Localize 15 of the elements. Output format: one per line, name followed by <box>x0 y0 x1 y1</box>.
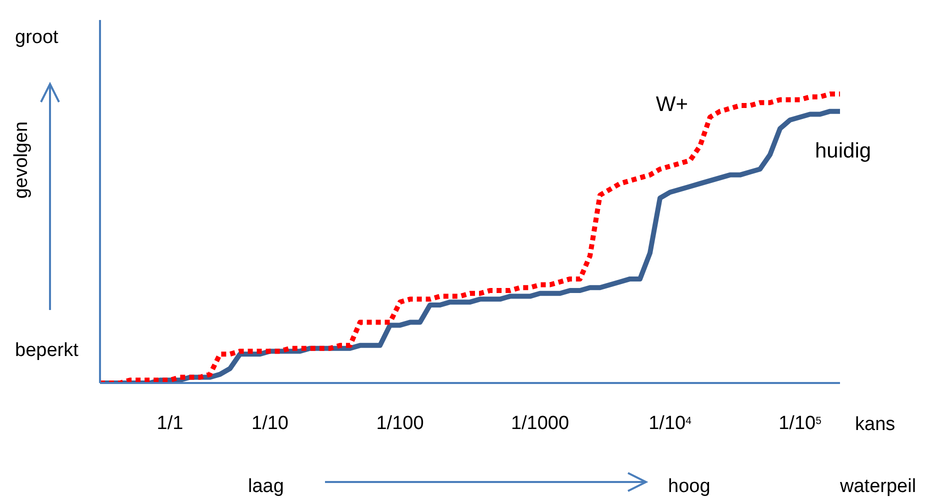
text: laag <box>248 476 284 497</box>
series-label: W+ <box>656 93 688 116</box>
text: hoog <box>668 476 710 497</box>
x-tick-label: 1/1 <box>156 413 184 434</box>
text: beperkt <box>15 340 80 361</box>
x-tick-label: 1/1000 <box>510 413 570 434</box>
x-tick-label: 1/100 <box>376 413 424 434</box>
x-tick-label: 1/10$^{4}$ <box>648 413 692 434</box>
y-axis-title: gevolgen <box>11 121 32 199</box>
text: groot <box>15 27 60 48</box>
series-label: huidig <box>815 140 872 163</box>
x-tick-label: 1/10$^{5}$ <box>778 413 822 434</box>
x-axis-title: kans <box>855 414 896 435</box>
x-tick-label: 1/10 <box>252 413 288 434</box>
text: waterpeil <box>839 476 916 497</box>
